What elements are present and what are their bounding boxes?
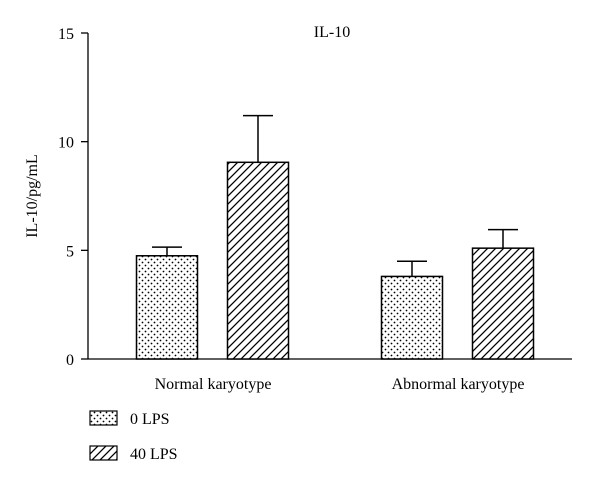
legend: 0 LPS 40 LPS (89, 410, 178, 463)
bar-40-lps-abnormal (471, 247, 535, 360)
bars (135, 161, 535, 360)
category-label: Normal karyotype (155, 376, 272, 393)
legend-label: 0 LPS (130, 411, 170, 428)
bar-40-lps-normal (226, 161, 290, 360)
category-label: Abnormal karyotype (392, 376, 525, 393)
legend-swatch-0-lps (89, 410, 118, 426)
legend-label: 40 LPS (130, 446, 178, 463)
bar-0-lps-abnormal (380, 275, 444, 360)
legend-swatch-40-lps (89, 445, 118, 461)
y-axis-label: IL-10/pg/mL (24, 154, 41, 238)
y-tick-label: 15 (58, 26, 74, 43)
bar-0-lps-normal (135, 255, 199, 360)
y-tick-label: 5 (66, 243, 74, 260)
y-tick-label: 10 (58, 135, 74, 152)
error-bars (152, 114, 518, 277)
y-axis: 0 5 10 15 (58, 26, 89, 369)
chart-title: IL-10 (314, 24, 350, 41)
category-labels: Normal karyotype Abnormal karyotype (155, 376, 525, 393)
y-tick-label: 0 (66, 352, 74, 369)
